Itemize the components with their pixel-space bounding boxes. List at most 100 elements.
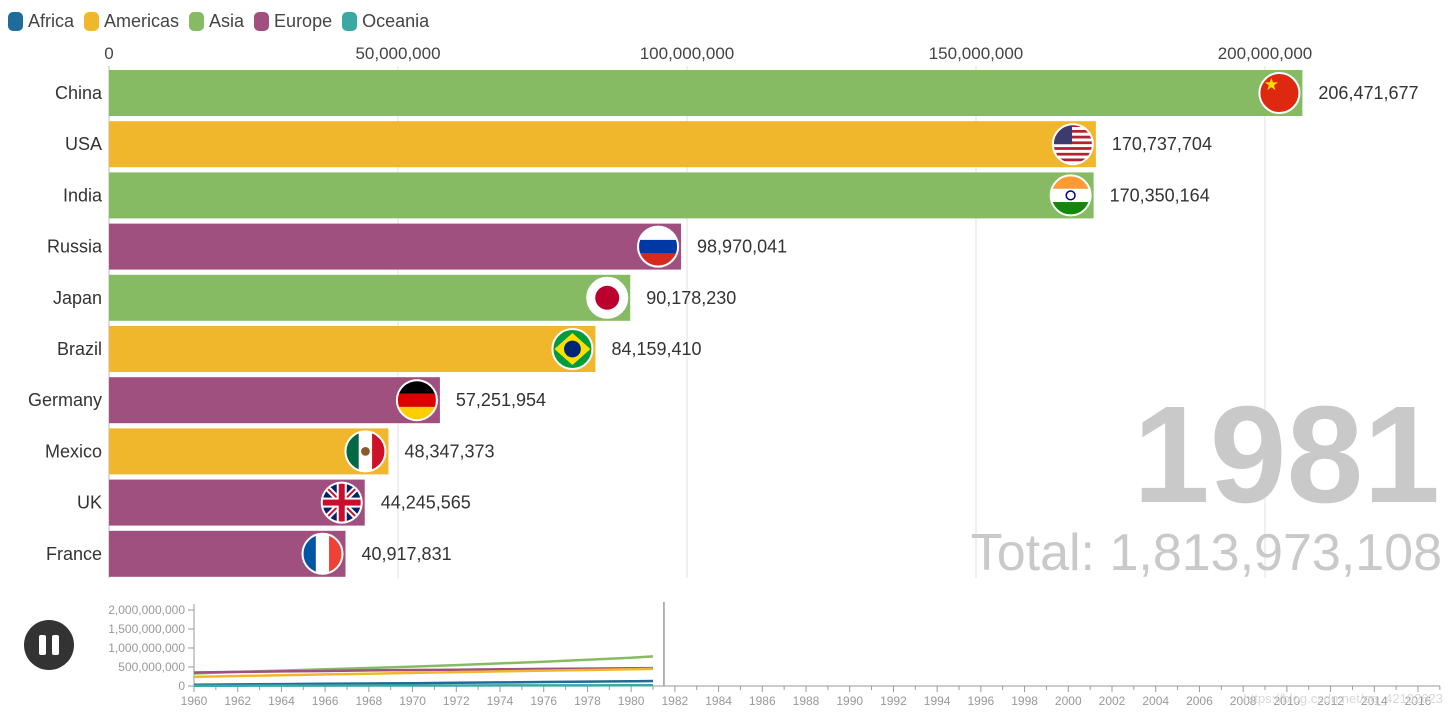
value-label: 98,970,041 [697, 237, 787, 257]
x-tick-label: 1964 [268, 694, 295, 708]
value-label: 48,347,373 [404, 441, 494, 461]
x-tick-label: 150,000,000 [929, 44, 1024, 63]
x-tick-label: 2012 [1317, 694, 1344, 708]
x-tick-label: 1962 [224, 694, 251, 708]
pause-icon [39, 635, 46, 655]
category-label: UK [77, 493, 102, 513]
x-tick-label: 1976 [530, 694, 557, 708]
x-tick-label: 0 [104, 44, 113, 63]
legend-item-americas[interactable]: Americas [84, 11, 179, 32]
x-tick-label: 2000 [1055, 694, 1082, 708]
category-label: India [63, 185, 103, 205]
legend-label: Oceania [362, 10, 430, 31]
value-label: 206,471,677 [1318, 83, 1418, 103]
x-tick-label: 1994 [924, 694, 951, 708]
usa-flag [1052, 124, 1093, 165]
timeline-chart[interactable]: 0 500,000,000 1,000,000,000 1,500,000,000 2,… [0, 596, 1453, 714]
bar-row: China 206,471,677 ★ [55, 70, 1419, 116]
legend-item-europe[interactable]: Europe [254, 11, 332, 32]
china-flag: ★ [1259, 73, 1300, 113]
y-tick-label: 1,000,000,000 [108, 641, 185, 655]
category-label: USA [65, 134, 102, 154]
bar-india [109, 172, 1094, 219]
bar-japan [109, 274, 631, 321]
bar-race-chart: 0 50,000,000 100,000,000 150,000,000 200,000… [28, 44, 1442, 582]
legend-label: Europe [274, 10, 333, 31]
pause-icon [52, 635, 59, 655]
x-tick-label: 1966 [312, 694, 339, 708]
bar-china [109, 70, 1303, 116]
x-tick-label: 2016 [1405, 694, 1432, 708]
bar-brazil [109, 326, 596, 372]
bar-usa [109, 121, 1096, 168]
x-tick-label: 2014 [1361, 694, 1388, 708]
japan-flag [587, 277, 628, 318]
legend-item-oceania[interactable]: Oceania [342, 11, 429, 32]
legend-swatch [84, 11, 100, 31]
pause-button[interactable] [24, 620, 74, 670]
x-tick-label: 1996 [968, 694, 995, 708]
value-label: 170,350,164 [1110, 185, 1210, 205]
bar-germany [109, 377, 440, 424]
series-line-americas [193, 667, 654, 679]
legend-swatch [8, 11, 23, 31]
bar-row: Russia 98,970,041 [47, 223, 787, 270]
x-tick-label: 2004 [1142, 694, 1169, 708]
bar-row: Germany 57,251,954 [28, 377, 546, 424]
legend-swatch [342, 11, 358, 31]
legend-swatch [189, 11, 205, 31]
x-tick-label: 2002 [1099, 694, 1126, 708]
x-tick-label: 1974 [487, 694, 514, 708]
total-label: Total: 1,813,973,108 [971, 524, 1442, 582]
value-label: 44,245,565 [381, 493, 471, 513]
x-tick-label: 1986 [749, 694, 776, 708]
y-tick-label: 0 [178, 679, 185, 693]
category-label: Russia [47, 237, 103, 257]
x-tick-label: 1998 [1011, 694, 1038, 708]
category-label: France [46, 544, 102, 564]
bar-mexico [109, 428, 389, 475]
legend-item-asia[interactable]: Asia [189, 11, 244, 32]
x-tick-label: 1978 [574, 694, 601, 708]
y-tick-label: 1,500,000,000 [108, 622, 185, 636]
category-label: Japan [53, 288, 102, 308]
value-label: 84,159,410 [611, 339, 701, 359]
category-label: Brazil [57, 339, 102, 359]
legend-item-africa[interactable]: Africa [8, 11, 74, 32]
x-tick-label: 1982 [662, 694, 689, 708]
value-label: 90,178,230 [646, 288, 736, 308]
x-tick-label: 1988 [793, 694, 820, 708]
x-tick-label: 1960 [181, 694, 208, 708]
x-tick-label: 2010 [1274, 694, 1301, 708]
category-label: China [55, 83, 103, 103]
x-tick-label: 1992 [880, 694, 907, 708]
bar-row: USA 170,737,704 [65, 121, 1212, 168]
bar-row: Mexico 48,347,373 [45, 428, 495, 475]
category-label: Mexico [45, 441, 102, 461]
bar-row: Japan 90,178,230 [53, 274, 736, 321]
value-label: 170,737,704 [1112, 134, 1212, 154]
y-tick-label: 500,000,000 [118, 660, 185, 674]
legend-label: Americas [104, 10, 180, 31]
brazil-flag [552, 329, 593, 369]
legend-label: Africa [28, 10, 75, 31]
legend: Africa Americas Asia Europe Oceania [8, 9, 439, 33]
category-label: Germany [28, 390, 102, 410]
x-tick-label: 1990 [836, 694, 863, 708]
uk-flag [321, 482, 362, 523]
x-tick-label: 1972 [443, 694, 470, 708]
x-tick-label: 1980 [618, 694, 645, 708]
series-line-europe [193, 666, 654, 674]
bar-row: Brazil 84,159,410 [57, 326, 702, 372]
bar-russia [109, 223, 682, 270]
y-tick-label: 2,000,000,000 [108, 603, 185, 617]
x-tick-label: 1970 [399, 694, 426, 708]
x-tick-label: 2006 [1186, 694, 1213, 708]
legend-swatch [254, 11, 270, 31]
bar-row: UK 44,245,565 [77, 479, 471, 526]
watermark: https://blog.csdn.net/qq_42102623 [1243, 691, 1444, 706]
x-tick-label: 2008 [1230, 694, 1257, 708]
x-tick-label: 100,000,000 [640, 44, 735, 63]
x-tick-label: 1984 [705, 694, 732, 708]
value-label: 57,251,954 [456, 390, 546, 410]
